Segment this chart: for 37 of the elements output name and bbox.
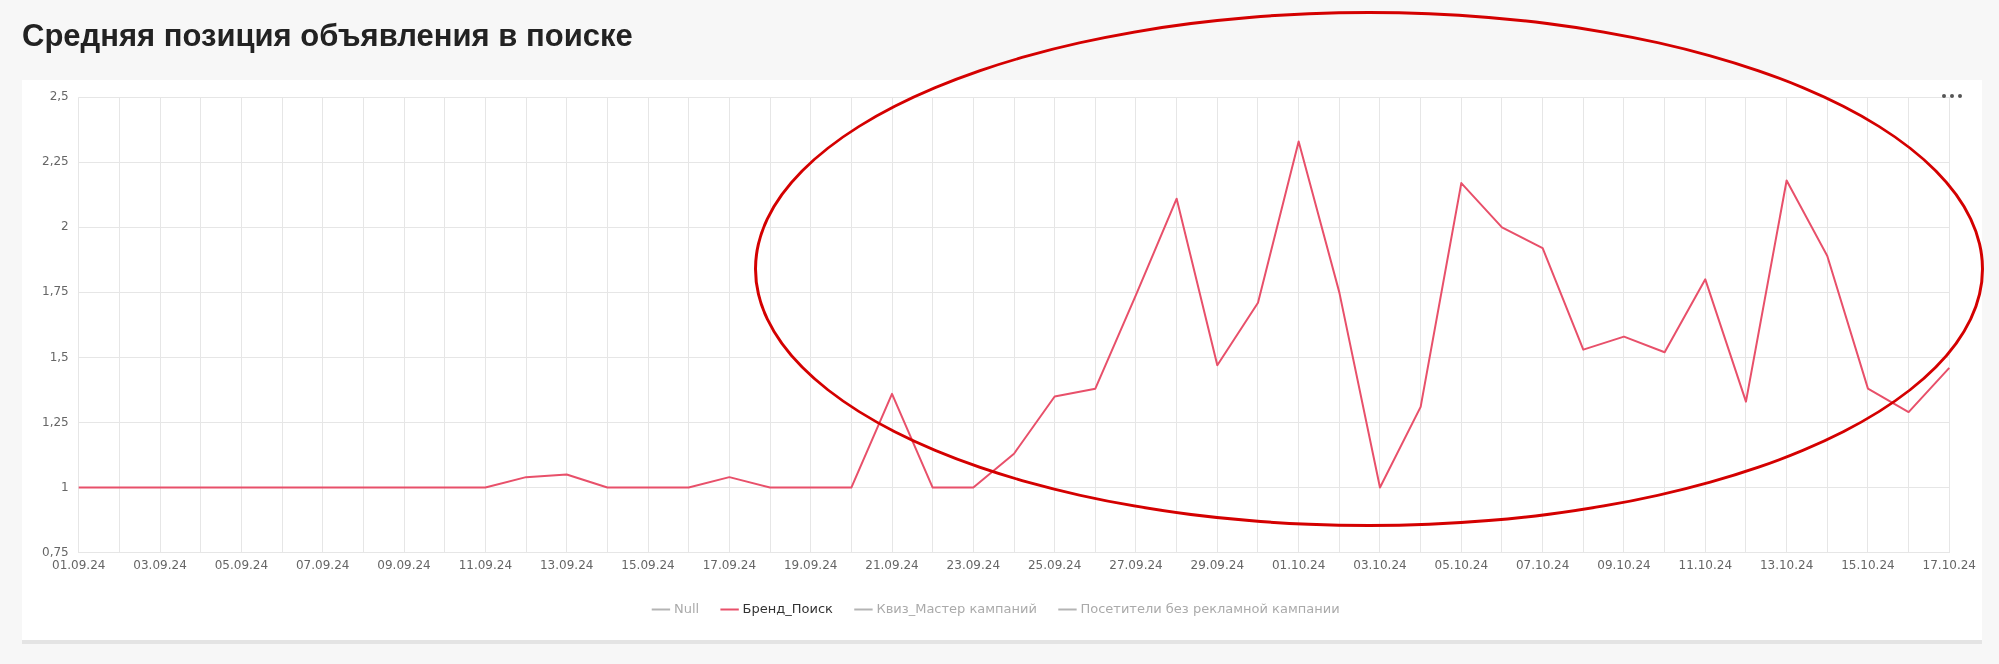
x-tick-label: 13.10.24 <box>1759 557 1814 572</box>
legend-label: Бренд_Поиск <box>742 600 834 616</box>
legend-label: Посетители без рекламной кампании <box>1080 600 1340 616</box>
x-tick-label: 03.09.24 <box>133 557 187 572</box>
x-tick-label: 29.09.24 <box>1190 557 1245 572</box>
x-tick-label: 05.09.24 <box>214 557 269 572</box>
y-tick-label: 1,75 <box>42 284 69 299</box>
y-tick-label: 1,25 <box>42 414 69 429</box>
x-tick-label: 05.10.24 <box>1434 557 1489 572</box>
y-tick-label: 0,75 <box>42 544 69 559</box>
x-tick-label: 01.10.24 <box>1271 557 1326 572</box>
x-tick-label: 11.09.24 <box>458 557 513 572</box>
y-tick-label: 2 <box>61 219 69 234</box>
y-tick-label: 2,5 <box>49 89 69 104</box>
x-tick-label: 03.10.24 <box>1353 557 1407 572</box>
chart-title: Средняя позиция объявления в поиске <box>22 18 633 54</box>
x-tick-label: 07.10.24 <box>1515 557 1570 572</box>
x-tick-label: 09.10.24 <box>1597 557 1651 572</box>
x-tick-label: 15.10.24 <box>1841 557 1895 572</box>
x-tick-label: 17.10.24 <box>1922 557 1976 572</box>
y-tick-label: 1,5 <box>49 349 69 364</box>
y-tick-label: 1 <box>61 479 69 494</box>
x-tick-label: 23.09.24 <box>946 557 1001 572</box>
legend-label: Null <box>673 600 700 616</box>
x-tick-label: 27.09.24 <box>1109 557 1163 572</box>
y-tick-label: 2,25 <box>42 154 69 169</box>
x-tick-label: 21.09.24 <box>865 557 919 572</box>
x-tick-label: 25.09.24 <box>1027 557 1082 572</box>
x-tick-label: 13.09.24 <box>539 557 594 572</box>
x-tick-label: 01.09.24 <box>52 557 106 572</box>
x-tick-label: 17.09.24 <box>702 557 757 572</box>
x-tick-label: 07.09.24 <box>295 557 350 572</box>
x-tick-label: 15.09.24 <box>621 557 675 572</box>
x-tick-label: 09.09.24 <box>377 557 431 572</box>
legend-label: Квиз_Мастер кампаний <box>876 600 1037 616</box>
x-tick-label: 11.10.24 <box>1678 557 1733 572</box>
x-tick-label: 19.09.24 <box>783 557 838 572</box>
